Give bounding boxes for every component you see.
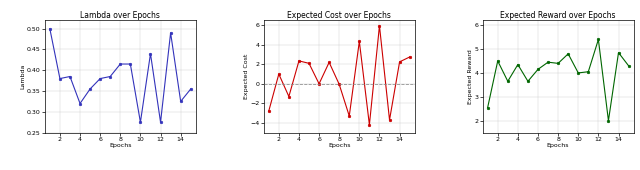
- X-axis label: Epochs: Epochs: [328, 143, 351, 148]
- Y-axis label: Lambda: Lambda: [20, 64, 26, 89]
- Y-axis label: Expected Cost: Expected Cost: [244, 54, 249, 99]
- Title: Expected Cost over Epochs: Expected Cost over Epochs: [287, 11, 391, 20]
- Title: Lambda over Epochs: Lambda over Epochs: [81, 11, 160, 20]
- Title: Expected Reward over Epochs: Expected Reward over Epochs: [500, 11, 616, 20]
- Y-axis label: Expected Reward: Expected Reward: [468, 49, 473, 104]
- X-axis label: Epochs: Epochs: [547, 143, 570, 148]
- X-axis label: Epochs: Epochs: [109, 143, 132, 148]
